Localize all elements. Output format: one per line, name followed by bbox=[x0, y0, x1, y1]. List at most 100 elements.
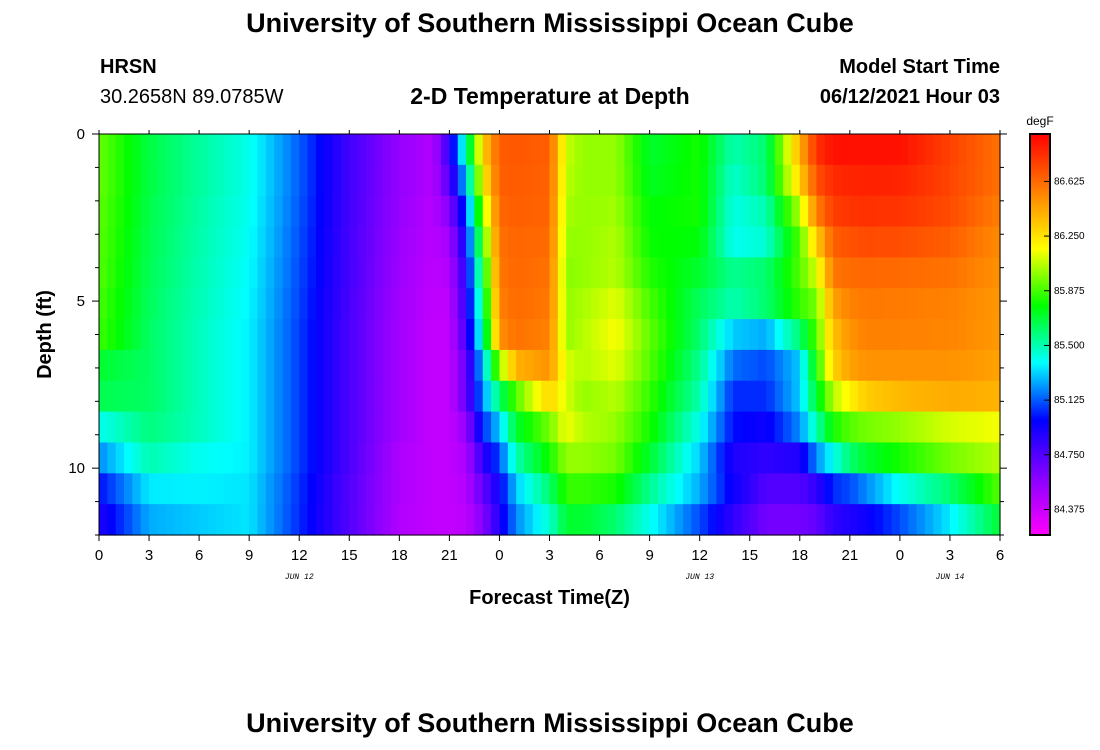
heatmap-cell bbox=[591, 442, 601, 474]
heatmap-cell bbox=[249, 319, 259, 351]
heatmap-cell bbox=[924, 319, 934, 351]
heatmap-cell bbox=[841, 195, 851, 228]
heatmap-cell bbox=[758, 411, 767, 444]
heatmap-cell bbox=[466, 380, 476, 413]
heatmap-cell bbox=[132, 288, 142, 320]
heatmap-cell bbox=[491, 411, 501, 444]
heatmap-cell bbox=[708, 319, 717, 351]
heatmap-cell bbox=[174, 380, 184, 413]
heatmap-cell bbox=[149, 473, 158, 505]
heatmap-cell bbox=[215, 226, 225, 258]
heatmap-cell bbox=[574, 411, 584, 444]
heatmap-cell bbox=[182, 442, 192, 474]
heatmap-cell bbox=[224, 473, 234, 505]
heatmap-cell bbox=[290, 349, 300, 382]
heatmap-cell bbox=[841, 288, 851, 320]
heatmap-cell bbox=[641, 288, 651, 320]
heatmap-cell bbox=[457, 349, 467, 382]
heatmap-cell bbox=[282, 195, 292, 228]
heatmap-cell bbox=[240, 319, 250, 351]
heatmap-cell bbox=[115, 473, 125, 505]
heatmap-cell bbox=[766, 226, 776, 258]
heatmap-cell bbox=[290, 380, 300, 413]
heatmap-cell bbox=[799, 473, 809, 505]
heatmap-cell bbox=[899, 380, 909, 413]
heatmap-cell bbox=[883, 195, 893, 228]
heatmap-cell bbox=[858, 226, 868, 258]
heatmap-cell bbox=[491, 442, 501, 474]
heatmap-cell bbox=[282, 411, 292, 444]
heatmap-cell bbox=[165, 411, 175, 444]
heatmap-cell bbox=[891, 349, 901, 382]
heatmap-cell bbox=[449, 288, 459, 320]
heatmap-cell bbox=[491, 226, 501, 258]
heatmap-cell bbox=[941, 349, 951, 382]
heatmap-cell bbox=[708, 349, 717, 382]
heatmap-cell bbox=[599, 442, 609, 474]
heatmap-cell bbox=[224, 319, 234, 351]
heatmap-cell bbox=[816, 257, 826, 289]
heatmap-cell bbox=[699, 288, 709, 320]
heatmap-cell bbox=[949, 195, 959, 228]
heatmap-cell bbox=[574, 257, 584, 289]
heatmap-cell bbox=[357, 442, 367, 474]
heatmap-cell bbox=[265, 442, 275, 474]
heatmap-cell bbox=[416, 288, 425, 320]
heatmap-cell bbox=[649, 134, 659, 166]
heatmap-cell bbox=[783, 288, 793, 320]
heatmap-cell bbox=[566, 473, 576, 505]
heatmap-cell bbox=[849, 380, 859, 413]
heatmap-cell bbox=[549, 257, 559, 289]
heatmap-cell bbox=[299, 473, 309, 505]
heatmap-cell bbox=[249, 349, 259, 382]
heatmap-cell bbox=[766, 288, 776, 320]
heatmap-cell bbox=[290, 411, 300, 444]
heatmap-cell bbox=[349, 411, 359, 444]
heatmap-cell bbox=[916, 319, 926, 351]
heatmap-cell bbox=[657, 164, 667, 197]
heatmap-cell bbox=[966, 319, 976, 351]
heatmap-cell bbox=[374, 473, 384, 505]
heatmap-cell bbox=[215, 319, 225, 351]
heatmap-cell bbox=[491, 349, 501, 382]
heatmap-cell bbox=[708, 195, 717, 228]
heatmap-cell bbox=[99, 473, 108, 505]
heatmap-cell bbox=[449, 257, 459, 289]
heatmap-cell bbox=[791, 134, 801, 166]
heatmap-cell bbox=[699, 164, 709, 197]
heatmap-cell bbox=[516, 380, 526, 413]
heatmap-cell bbox=[666, 349, 676, 382]
heatmap-cell bbox=[182, 134, 192, 166]
heatmap-cell bbox=[566, 288, 576, 320]
x-tick-label: 0 bbox=[95, 547, 103, 564]
heatmap-cell bbox=[682, 288, 692, 320]
heatmap-cell bbox=[274, 288, 284, 320]
heatmap-cell bbox=[324, 411, 334, 444]
heatmap-cell bbox=[290, 319, 300, 351]
heatmap-cell bbox=[816, 164, 826, 197]
heatmap-cell bbox=[733, 164, 742, 197]
heatmap-cell bbox=[99, 195, 108, 228]
heatmap-cell bbox=[424, 411, 434, 444]
heatmap-cell bbox=[899, 442, 909, 474]
heatmap-cell bbox=[657, 195, 667, 228]
heatmap-cell bbox=[441, 134, 450, 166]
heatmap-cell bbox=[833, 442, 843, 474]
heatmap-cell bbox=[816, 473, 826, 505]
heatmap-cell bbox=[699, 349, 709, 382]
heatmap-cell bbox=[574, 349, 584, 382]
heatmap-cell bbox=[491, 134, 501, 166]
heatmap-cell bbox=[407, 504, 417, 536]
heatmap-cell bbox=[199, 504, 209, 536]
heatmap-cell bbox=[499, 195, 509, 228]
heatmap-cell bbox=[991, 134, 1001, 166]
heatmap-cell bbox=[958, 257, 968, 289]
heatmap-cell bbox=[749, 195, 759, 228]
heatmap-cell bbox=[724, 504, 734, 536]
heatmap-cell bbox=[682, 257, 692, 289]
heatmap-cell bbox=[983, 164, 993, 197]
heatmap-cell bbox=[416, 319, 425, 351]
heatmap-cell bbox=[682, 442, 692, 474]
heatmap-cell bbox=[524, 504, 534, 536]
heatmap-cell bbox=[924, 288, 934, 320]
